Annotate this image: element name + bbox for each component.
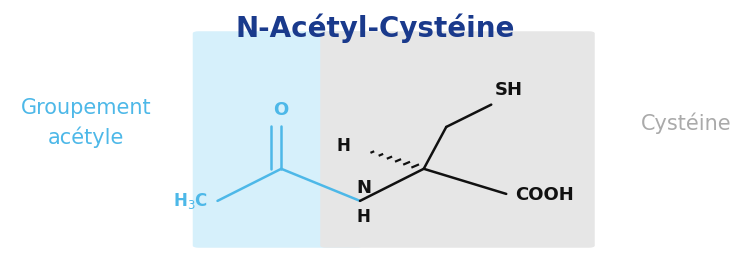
FancyBboxPatch shape xyxy=(320,31,595,248)
Text: Cystéine: Cystéine xyxy=(641,112,731,134)
Text: Groupement
acétyle: Groupement acétyle xyxy=(21,98,152,148)
Text: COOH: COOH xyxy=(515,186,574,204)
Text: SH: SH xyxy=(495,81,523,99)
Text: H: H xyxy=(336,138,350,155)
Text: O: O xyxy=(274,101,289,119)
Text: H: H xyxy=(357,208,370,226)
Text: N-Acétyl-Cystéine: N-Acétyl-Cystéine xyxy=(236,14,514,44)
Text: N: N xyxy=(356,179,371,197)
Text: H$_3$C: H$_3$C xyxy=(173,191,208,211)
FancyBboxPatch shape xyxy=(193,31,362,248)
